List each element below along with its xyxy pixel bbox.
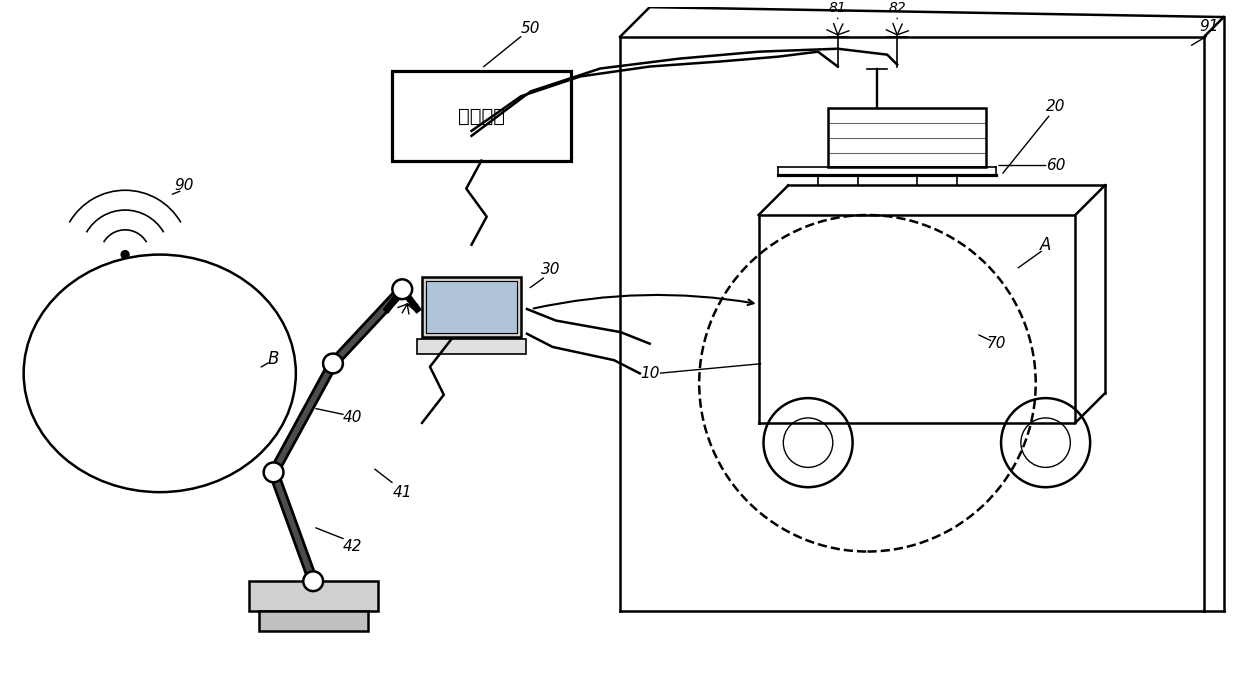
- Bar: [422, 277, 521, 337]
- Text: 70: 70: [986, 336, 1006, 351]
- Text: 40: 40: [343, 410, 362, 426]
- Text: 82: 82: [888, 1, 906, 15]
- Text: 41: 41: [393, 484, 412, 500]
- Text: 20: 20: [1045, 99, 1065, 113]
- Circle shape: [392, 279, 412, 299]
- Bar: [392, 71, 570, 160]
- Text: 42: 42: [343, 539, 362, 554]
- Bar: [828, 108, 986, 167]
- Text: A: A: [1040, 236, 1052, 253]
- Bar: [427, 281, 517, 332]
- Circle shape: [324, 354, 342, 373]
- Circle shape: [304, 571, 324, 591]
- Bar: [417, 339, 526, 354]
- Text: 50: 50: [521, 22, 541, 36]
- Text: 81: 81: [828, 1, 847, 15]
- Bar: [249, 581, 377, 611]
- Text: B: B: [268, 349, 279, 368]
- Text: 10: 10: [640, 366, 660, 381]
- Circle shape: [122, 251, 129, 258]
- Text: 91: 91: [1199, 20, 1219, 34]
- Text: 90: 90: [175, 178, 195, 193]
- Text: 60: 60: [1045, 158, 1065, 173]
- Text: 测试装置: 测试装置: [458, 106, 505, 125]
- Circle shape: [264, 463, 284, 482]
- Bar: [259, 611, 367, 631]
- Text: 30: 30: [541, 262, 560, 277]
